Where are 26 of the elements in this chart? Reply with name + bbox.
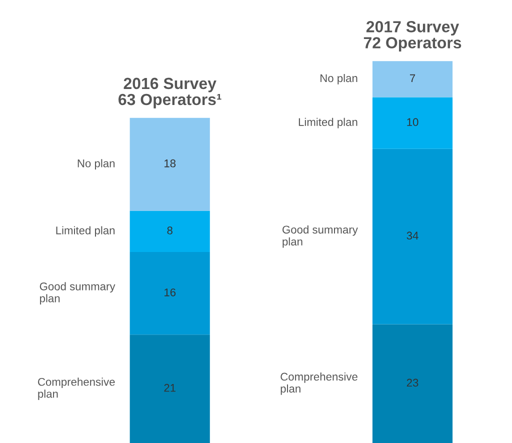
series-label: No plan: [78, 159, 115, 170]
data-label: 10: [407, 118, 418, 126]
bar: [372, 97, 453, 149]
bar: [372, 148, 453, 324]
x-tick-label: 2017 Survey 72 Operators: [364, 21, 462, 52]
bar: [130, 118, 210, 211]
x-tick-label: 2016 Survey 63 Operators¹: [118, 78, 222, 108]
bar: [130, 252, 210, 335]
text: Limited plan: [298, 118, 358, 128]
bar: [372, 61, 453, 98]
series-label: Good summary plan: [40, 282, 116, 304]
bar: [372, 324, 453, 443]
text: Good summary plan: [282, 225, 358, 248]
series-label: Comprehensive plan: [38, 378, 115, 400]
data-label: 8: [167, 226, 172, 234]
series-label: Limited plan: [56, 226, 115, 237]
bar: [130, 210, 210, 252]
data-label: 21: [164, 384, 176, 392]
bar: [130, 334, 210, 443]
data-label: 16: [164, 288, 176, 296]
data-label: 7: [410, 74, 416, 82]
text: Comprehensive plan: [280, 372, 358, 395]
data-label: 23: [406, 378, 418, 387]
text: No plan: [320, 74, 358, 84]
data-label: 34: [406, 232, 418, 240]
data-label: 18: [164, 159, 176, 168]
